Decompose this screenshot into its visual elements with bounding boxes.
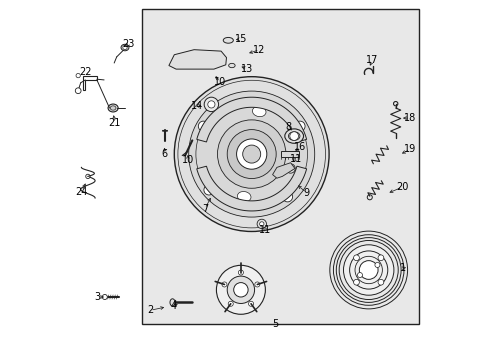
Circle shape	[207, 101, 215, 108]
Ellipse shape	[288, 132, 299, 140]
Text: 18: 18	[403, 113, 415, 123]
Circle shape	[353, 279, 359, 285]
Text: 12: 12	[253, 45, 265, 55]
Text: 8: 8	[285, 122, 291, 132]
Text: 20: 20	[395, 182, 407, 192]
Circle shape	[203, 185, 214, 195]
Ellipse shape	[121, 44, 129, 51]
Circle shape	[76, 73, 80, 78]
Ellipse shape	[237, 192, 250, 202]
Circle shape	[85, 174, 90, 179]
Text: 17: 17	[366, 55, 378, 66]
Circle shape	[357, 273, 362, 278]
Polygon shape	[196, 166, 306, 211]
Circle shape	[254, 282, 259, 287]
Circle shape	[227, 276, 254, 303]
Circle shape	[188, 91, 314, 217]
Circle shape	[216, 265, 265, 314]
Circle shape	[248, 301, 253, 306]
Circle shape	[259, 222, 264, 226]
Text: 2: 2	[147, 305, 153, 315]
Text: 9: 9	[303, 188, 309, 198]
Text: 3: 3	[94, 292, 100, 302]
Text: 21: 21	[108, 118, 121, 128]
Text: 7: 7	[202, 204, 207, 214]
Text: 11: 11	[259, 225, 271, 235]
Text: 11: 11	[289, 154, 301, 164]
Circle shape	[377, 279, 383, 285]
Ellipse shape	[223, 37, 233, 43]
Ellipse shape	[110, 106, 116, 110]
Text: 15: 15	[234, 34, 246, 44]
Text: 22: 22	[79, 67, 91, 77]
Text: 24: 24	[76, 186, 88, 197]
Circle shape	[233, 283, 247, 297]
Circle shape	[102, 294, 107, 300]
Circle shape	[198, 121, 208, 131]
Circle shape	[204, 97, 218, 112]
Circle shape	[238, 270, 243, 275]
Circle shape	[288, 166, 292, 171]
Circle shape	[228, 301, 233, 306]
Circle shape	[174, 77, 328, 231]
Circle shape	[343, 245, 393, 295]
Text: 10: 10	[213, 77, 225, 87]
Circle shape	[374, 262, 379, 267]
Ellipse shape	[170, 299, 175, 306]
Bar	[281, 151, 298, 157]
Ellipse shape	[252, 107, 265, 117]
Polygon shape	[196, 97, 306, 142]
Text: 10: 10	[182, 155, 194, 165]
Circle shape	[242, 145, 260, 163]
Circle shape	[377, 255, 383, 261]
Text: 4: 4	[170, 301, 176, 311]
Text: 1: 1	[399, 263, 405, 273]
Text: 13: 13	[241, 64, 253, 74]
Circle shape	[236, 139, 266, 169]
Polygon shape	[272, 163, 294, 178]
Text: 14: 14	[190, 101, 203, 111]
Circle shape	[217, 120, 285, 188]
Circle shape	[289, 132, 298, 140]
Text: 23: 23	[122, 39, 135, 49]
Ellipse shape	[182, 54, 204, 64]
Ellipse shape	[284, 129, 303, 143]
Circle shape	[75, 88, 81, 94]
Circle shape	[227, 130, 276, 179]
Circle shape	[122, 45, 127, 50]
Text: 5: 5	[271, 319, 278, 329]
Bar	[142, 9, 418, 324]
Circle shape	[353, 255, 359, 261]
Circle shape	[257, 219, 266, 229]
Circle shape	[359, 261, 377, 279]
Text: 6: 6	[161, 149, 167, 159]
Ellipse shape	[228, 63, 235, 68]
Circle shape	[294, 121, 305, 131]
Polygon shape	[168, 50, 226, 69]
Circle shape	[222, 282, 226, 287]
Ellipse shape	[108, 104, 118, 112]
Circle shape	[282, 192, 292, 202]
Circle shape	[285, 164, 295, 173]
Text: 19: 19	[403, 144, 415, 154]
Text: 16: 16	[294, 142, 306, 152]
